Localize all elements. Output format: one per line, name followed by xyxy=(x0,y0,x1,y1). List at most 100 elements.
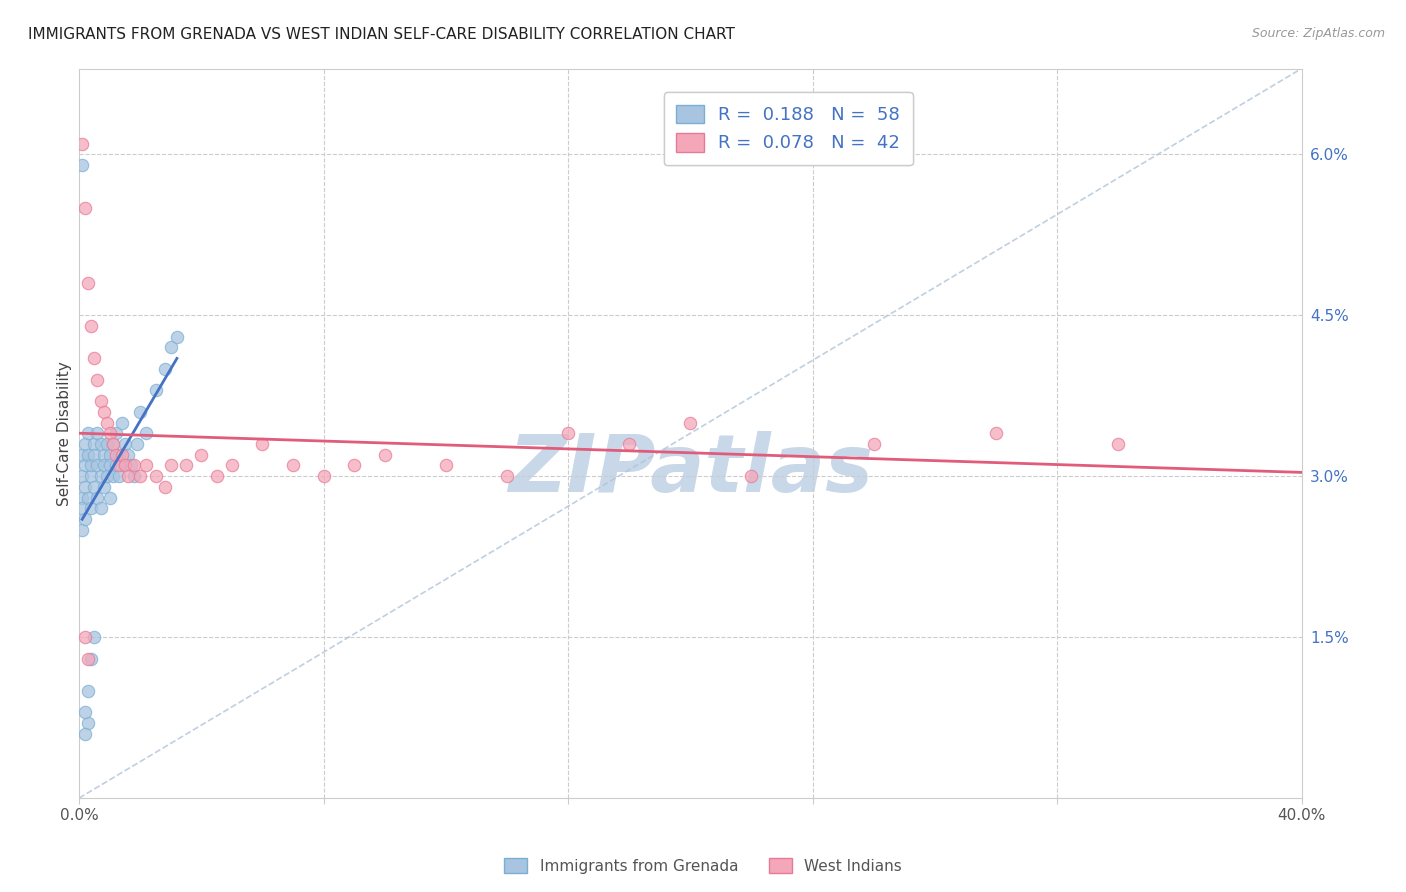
Point xyxy=(1107,437,1129,451)
Point xyxy=(108,458,131,473)
Point xyxy=(114,458,136,473)
Point xyxy=(75,705,97,719)
Point xyxy=(122,458,145,473)
Point xyxy=(70,491,93,505)
Point xyxy=(108,469,131,483)
Point xyxy=(434,458,457,473)
Point xyxy=(96,437,118,451)
Point xyxy=(190,448,212,462)
Point xyxy=(75,727,97,741)
Point xyxy=(740,469,762,483)
Point xyxy=(619,437,641,451)
Point xyxy=(221,458,243,473)
Point xyxy=(80,501,103,516)
Point xyxy=(104,448,127,462)
Point xyxy=(98,448,121,462)
Point xyxy=(98,491,121,505)
Point xyxy=(98,458,121,473)
Point xyxy=(86,491,108,505)
Point xyxy=(135,458,157,473)
Point xyxy=(70,501,93,516)
Point xyxy=(98,426,121,441)
Point xyxy=(77,426,100,441)
Point xyxy=(252,437,274,451)
Point xyxy=(83,437,105,451)
Point xyxy=(75,480,97,494)
Point xyxy=(159,458,181,473)
Text: IMMIGRANTS FROM GRENADA VS WEST INDIAN SELF-CARE DISABILITY CORRELATION CHART: IMMIGRANTS FROM GRENADA VS WEST INDIAN S… xyxy=(28,27,735,42)
Point xyxy=(117,448,139,462)
Point xyxy=(75,201,97,215)
Point xyxy=(80,469,103,483)
Point xyxy=(86,373,108,387)
Point xyxy=(101,437,124,451)
Point xyxy=(70,158,93,172)
Point xyxy=(557,426,579,441)
Point xyxy=(111,416,134,430)
Point xyxy=(83,480,105,494)
Point xyxy=(77,276,100,290)
Point xyxy=(77,448,100,462)
Point xyxy=(75,458,97,473)
Point xyxy=(108,448,131,462)
Point xyxy=(89,394,111,409)
Point xyxy=(77,651,100,665)
Point xyxy=(496,469,519,483)
Point xyxy=(120,458,142,473)
Point xyxy=(281,458,304,473)
Point xyxy=(96,469,118,483)
Point xyxy=(114,437,136,451)
Point xyxy=(75,512,97,526)
Point xyxy=(70,136,93,151)
Text: ZIPatlas: ZIPatlas xyxy=(508,431,873,508)
Point xyxy=(83,448,105,462)
Point xyxy=(862,437,884,451)
Point xyxy=(93,480,115,494)
Point xyxy=(104,426,127,441)
Point xyxy=(166,330,188,344)
Point xyxy=(129,405,152,419)
Text: Source: ZipAtlas.com: Source: ZipAtlas.com xyxy=(1251,27,1385,40)
Point xyxy=(114,458,136,473)
Point xyxy=(174,458,197,473)
Point xyxy=(145,469,167,483)
Point xyxy=(374,448,396,462)
Point xyxy=(205,469,228,483)
Point xyxy=(80,318,103,333)
Point xyxy=(343,458,366,473)
Point xyxy=(86,426,108,441)
Point xyxy=(129,469,152,483)
Point xyxy=(984,426,1007,441)
Point xyxy=(70,448,93,462)
Point xyxy=(77,715,100,730)
Point xyxy=(86,458,108,473)
Point xyxy=(101,437,124,451)
Legend: R =  0.188   N =  58, R =  0.078   N =  42: R = 0.188 N = 58, R = 0.078 N = 42 xyxy=(664,92,912,165)
Point xyxy=(101,469,124,483)
Point xyxy=(89,501,111,516)
Point xyxy=(153,362,176,376)
Point xyxy=(111,448,134,462)
Point xyxy=(93,405,115,419)
Point xyxy=(679,416,702,430)
Point xyxy=(117,469,139,483)
Point xyxy=(312,469,335,483)
Point xyxy=(93,448,115,462)
Point xyxy=(70,469,93,483)
Point xyxy=(159,341,181,355)
Point xyxy=(83,630,105,644)
Point xyxy=(70,523,93,537)
Y-axis label: Self-Care Disability: Self-Care Disability xyxy=(58,361,72,506)
Point xyxy=(80,458,103,473)
Legend: Immigrants from Grenada, West Indians: Immigrants from Grenada, West Indians xyxy=(498,852,908,880)
Point xyxy=(89,437,111,451)
Point xyxy=(77,683,100,698)
Point xyxy=(145,384,167,398)
Point xyxy=(75,630,97,644)
Point xyxy=(75,437,97,451)
Point xyxy=(77,491,100,505)
Point xyxy=(122,469,145,483)
Point xyxy=(96,416,118,430)
Point xyxy=(83,351,105,366)
Point xyxy=(80,651,103,665)
